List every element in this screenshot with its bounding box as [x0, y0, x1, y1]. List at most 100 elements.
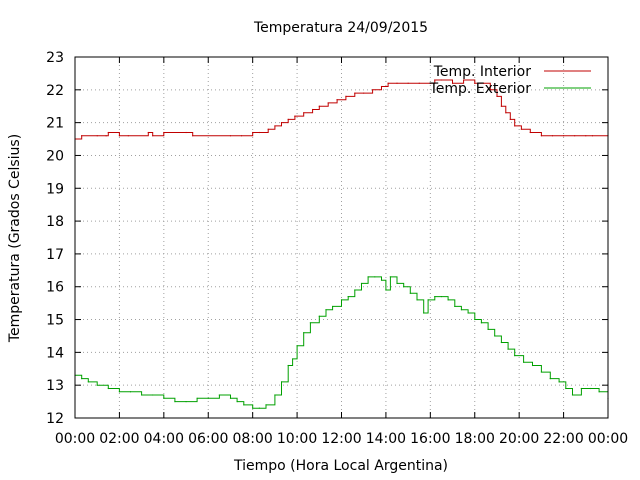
data-point	[558, 381, 560, 383]
data-point	[152, 394, 154, 396]
data-point	[274, 394, 276, 396]
chart-title: Temperatura 24/09/2015	[253, 20, 428, 36]
data-point	[196, 397, 198, 399]
data-point	[252, 131, 254, 134]
x-tick-label: 16:00	[410, 431, 450, 447]
data-point	[440, 79, 443, 81]
data-point	[229, 135, 232, 137]
data-point	[141, 394, 143, 396]
data-point	[574, 135, 576, 137]
data-point	[531, 364, 534, 367]
data-point	[474, 82, 476, 84]
data-point	[147, 131, 149, 134]
data-point	[336, 99, 338, 101]
data-point	[325, 309, 327, 311]
x-tick-label: 18:00	[455, 431, 495, 447]
data-point	[105, 135, 107, 137]
data-point	[496, 95, 498, 97]
data-point	[529, 131, 531, 134]
data-point	[332, 305, 334, 308]
data-point	[229, 397, 232, 399]
data-point	[127, 135, 129, 137]
data-point	[258, 131, 260, 134]
x-tick-label: 20:00	[499, 431, 539, 447]
data-point	[152, 135, 154, 137]
data-point	[118, 391, 121, 393]
data-point	[107, 131, 109, 134]
y-tick-label: 15	[46, 313, 64, 329]
data-point	[380, 85, 383, 88]
data-point	[96, 135, 98, 137]
data-point	[467, 312, 469, 314]
y-tick-label: 21	[46, 116, 64, 132]
data-point	[371, 89, 374, 91]
data-point	[514, 355, 516, 357]
data-point	[403, 286, 405, 288]
data-point	[312, 108, 314, 111]
y-tick-label: 17	[46, 247, 64, 263]
data-point	[407, 82, 409, 84]
data-point	[562, 135, 565, 137]
data-point	[505, 112, 507, 114]
data-point	[240, 135, 243, 137]
data-point	[540, 135, 542, 137]
x-axis-label: Tiempo (Hora Local Argentina)	[233, 458, 448, 474]
data-point	[434, 295, 436, 298]
data-point	[409, 292, 411, 294]
x-tick-label: 10:00	[277, 431, 317, 447]
legend-label: Temp. Interior	[433, 64, 532, 80]
data-point	[174, 400, 176, 403]
data-point	[427, 299, 429, 301]
data-point	[460, 309, 463, 311]
data-point	[252, 407, 254, 409]
data-point	[551, 135, 554, 137]
data-point	[163, 397, 165, 399]
data-point	[363, 92, 365, 94]
data-point	[267, 128, 269, 130]
data-point	[385, 289, 387, 291]
x-tick-label: 00:00	[588, 431, 628, 447]
data-point	[598, 391, 600, 393]
data-point	[374, 276, 376, 278]
y-tick-label: 23	[46, 50, 64, 66]
data-point	[380, 279, 383, 281]
series-interior	[74, 79, 609, 140]
data-point	[591, 135, 594, 137]
data-point	[494, 335, 496, 337]
x-tick-label: 02:00	[99, 431, 139, 447]
y-tick-label: 19	[46, 181, 64, 197]
data-point	[163, 131, 165, 134]
data-point	[423, 312, 425, 314]
y-tick-label: 22	[46, 83, 64, 99]
y-tick-label: 13	[46, 378, 64, 394]
data-point	[96, 384, 98, 386]
data-point	[81, 378, 83, 380]
data-point	[520, 128, 522, 130]
data-point	[327, 102, 329, 104]
x-tick-label: 00:00	[55, 431, 95, 447]
data-point	[500, 341, 502, 344]
data-point	[280, 122, 283, 124]
data-point	[454, 305, 456, 308]
data-point	[565, 387, 567, 390]
series-exterior	[74, 276, 609, 409]
grid-lines	[75, 57, 608, 418]
data-point	[396, 282, 398, 285]
y-tick-label: 16	[46, 280, 64, 296]
data-point	[309, 322, 312, 324]
x-tick-label: 14:00	[366, 431, 406, 447]
y-axis-label: Temperatura (Grados Celsius)	[7, 134, 23, 343]
data-point	[523, 361, 525, 363]
data-point	[507, 348, 509, 350]
y-tick-label: 20	[46, 148, 64, 164]
data-point	[185, 131, 187, 134]
x-tick-label: 08:00	[232, 431, 272, 447]
data-point	[451, 82, 454, 84]
data-point	[418, 82, 420, 84]
data-point	[585, 135, 587, 137]
data-point	[416, 299, 418, 301]
data-point	[480, 322, 483, 324]
data-point	[440, 295, 443, 298]
